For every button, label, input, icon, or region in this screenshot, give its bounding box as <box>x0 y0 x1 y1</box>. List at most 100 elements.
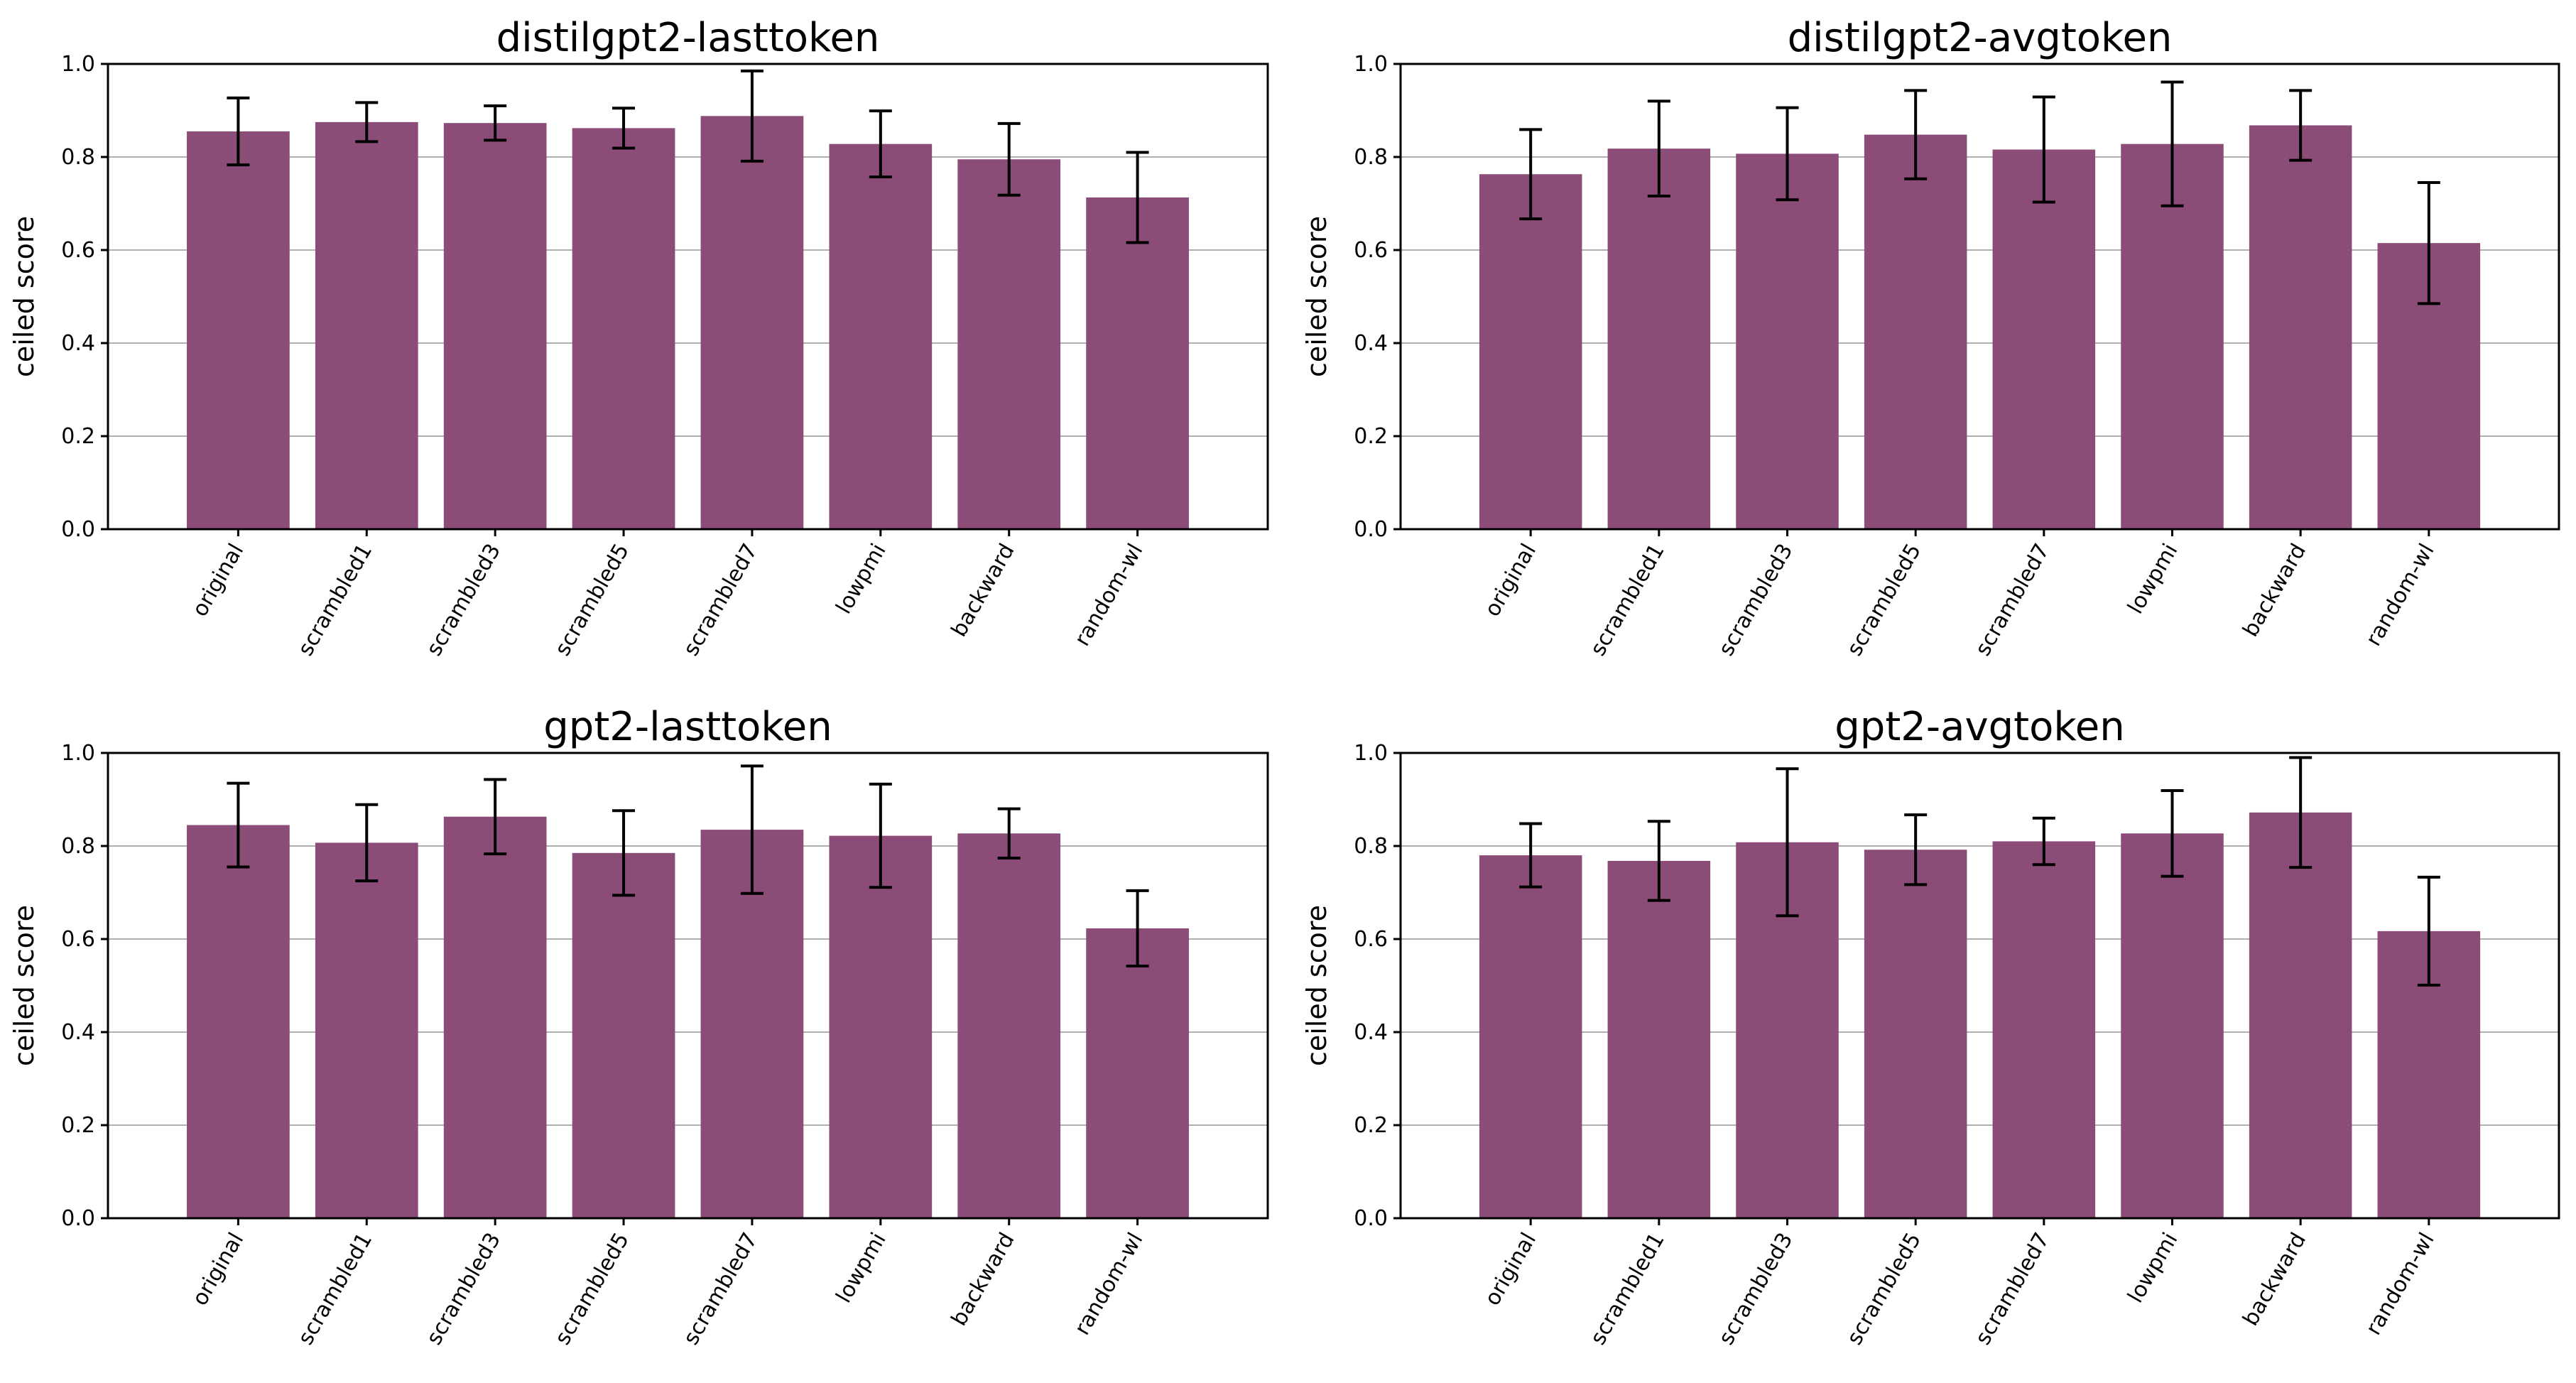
bar <box>443 816 547 1218</box>
x-tick-label: scrambled7 <box>1970 540 2054 661</box>
y-tick-label: 0.0 <box>61 1206 95 1231</box>
x-tick-label: original <box>1480 1229 1541 1311</box>
y-tick-label: 0.4 <box>1354 331 1388 356</box>
x-tick-label: scrambled1 <box>1585 540 1669 661</box>
bar <box>315 121 418 529</box>
y-tick-label: 0.2 <box>1354 424 1388 449</box>
chart-title: distilgpt2-lasttoken <box>496 15 880 61</box>
bar <box>2121 833 2224 1218</box>
bar <box>2121 143 2224 529</box>
y-tick-label: 0.0 <box>61 517 95 542</box>
bar <box>1479 174 1582 530</box>
y-axis-label: ceiled score <box>1301 905 1332 1066</box>
x-tick-label: scrambled1 <box>293 1229 377 1350</box>
x-tick-label: random-wl <box>2361 1229 2439 1340</box>
bar <box>829 143 933 529</box>
x-tick-label: scrambled7 <box>679 540 763 661</box>
bar <box>1864 850 1967 1218</box>
y-axis-label: ceiled score <box>9 216 40 377</box>
y-tick-label: 0.8 <box>1354 834 1388 859</box>
bar <box>700 116 804 530</box>
x-tick-label: scrambled3 <box>1714 540 1798 661</box>
x-tick-label: scrambled7 <box>679 1229 763 1350</box>
x-tick-label: lowpmi <box>832 1229 891 1308</box>
x-tick-label: random-wl <box>2361 540 2439 651</box>
y-tick-label: 0.0 <box>1354 517 1388 542</box>
chart-title: distilgpt2-avgtoken <box>1788 15 2173 61</box>
bar <box>957 159 1061 529</box>
y-tick-label: 0.8 <box>1354 145 1388 170</box>
bar <box>1479 855 1582 1218</box>
y-tick-label: 0.4 <box>61 331 95 356</box>
y-tick-label: 0.2 <box>61 1113 95 1138</box>
y-tick-label: 0.6 <box>61 238 95 263</box>
axes-frame <box>1399 752 2560 1220</box>
axes-frame <box>107 752 1269 1220</box>
x-tick-label: scrambled3 <box>422 1229 506 1350</box>
bar <box>1864 134 1967 529</box>
axes-frame <box>107 63 1269 531</box>
chart-panel: 0.0 0.2 0.4 0.6 0.8 1.0 original scrambled1 scra… <box>1301 704 2560 1350</box>
y-tick-label: 0.0 <box>1354 1206 1388 1231</box>
x-tick-label: original <box>188 1229 249 1311</box>
y-tick-label: 0.4 <box>1354 1020 1388 1045</box>
y-tick-label: 0.6 <box>1354 238 1388 263</box>
bar <box>187 825 290 1218</box>
y-axis-label: ceiled score <box>1301 216 1332 377</box>
y-tick-label: 0.6 <box>61 927 95 952</box>
y-tick-label: 0.8 <box>61 145 95 170</box>
bar <box>1607 860 1711 1218</box>
y-tick-label: 0.2 <box>1354 1113 1388 1138</box>
chart-panel: 0.0 0.2 0.4 0.6 0.8 1.0 original scrambled1 scra… <box>9 15 1269 661</box>
chart-panel: 0.0 0.2 0.4 0.6 0.8 1.0 original scrambled1 scra… <box>9 704 1269 1350</box>
y-tick-label: 0.4 <box>61 1020 95 1045</box>
x-tick-label: scrambled7 <box>1970 1229 2054 1350</box>
x-tick-label: lowpmi <box>2123 1229 2183 1308</box>
bar <box>443 123 547 529</box>
x-tick-label: scrambled5 <box>1842 540 1926 661</box>
x-tick-label: scrambled5 <box>550 1229 634 1350</box>
y-axis-label: ceiled score <box>9 905 40 1066</box>
x-tick-label: backward <box>2238 540 2311 641</box>
bar <box>2249 125 2352 529</box>
chart-panel: 0.0 0.2 0.4 0.6 0.8 1.0 original scrambled1 scra… <box>1301 15 2560 661</box>
bar <box>1736 153 1839 530</box>
bar <box>829 835 933 1218</box>
y-tick-label: 0.8 <box>61 834 95 859</box>
x-tick-label: scrambled1 <box>293 540 377 661</box>
bar <box>572 128 675 529</box>
y-tick-label: 0.6 <box>1354 927 1388 952</box>
chart-title: gpt2-avgtoken <box>1835 704 2125 750</box>
x-tick-label: original <box>188 540 249 622</box>
bar <box>187 131 290 530</box>
x-tick-label: scrambled5 <box>550 539 634 660</box>
x-tick-label: backward <box>2238 1229 2311 1330</box>
x-tick-label: backward <box>947 1229 1020 1330</box>
axes-frame <box>1399 63 2560 531</box>
bar <box>1086 928 1189 1218</box>
bar <box>1086 197 1189 529</box>
bar <box>957 833 1061 1218</box>
bar <box>315 842 418 1218</box>
x-tick-label: backward <box>947 540 1020 641</box>
x-tick-label: lowpmi <box>2123 540 2183 619</box>
x-tick-label: scrambled3 <box>1714 1229 1798 1350</box>
bar <box>1607 148 1711 529</box>
x-tick-label: original <box>1480 540 1541 622</box>
x-tick-label: lowpmi <box>832 540 891 619</box>
bar <box>1992 841 2096 1218</box>
x-tick-label: scrambled1 <box>1585 1229 1669 1350</box>
x-tick-label: scrambled5 <box>1842 1229 1926 1350</box>
x-tick-label: random-wl <box>1070 540 1148 651</box>
y-tick-label: 1.0 <box>61 52 95 77</box>
bar <box>2249 812 2352 1218</box>
y-tick-label: 1.0 <box>61 741 95 766</box>
x-tick-label: scrambled3 <box>422 540 506 661</box>
chart-title: gpt2-lasttoken <box>543 704 832 750</box>
x-tick-label: random-wl <box>1070 1229 1148 1340</box>
y-tick-label: 1.0 <box>1354 741 1388 766</box>
bar <box>572 852 675 1218</box>
y-tick-label: 0.2 <box>61 424 95 449</box>
y-tick-label: 1.0 <box>1354 52 1388 77</box>
